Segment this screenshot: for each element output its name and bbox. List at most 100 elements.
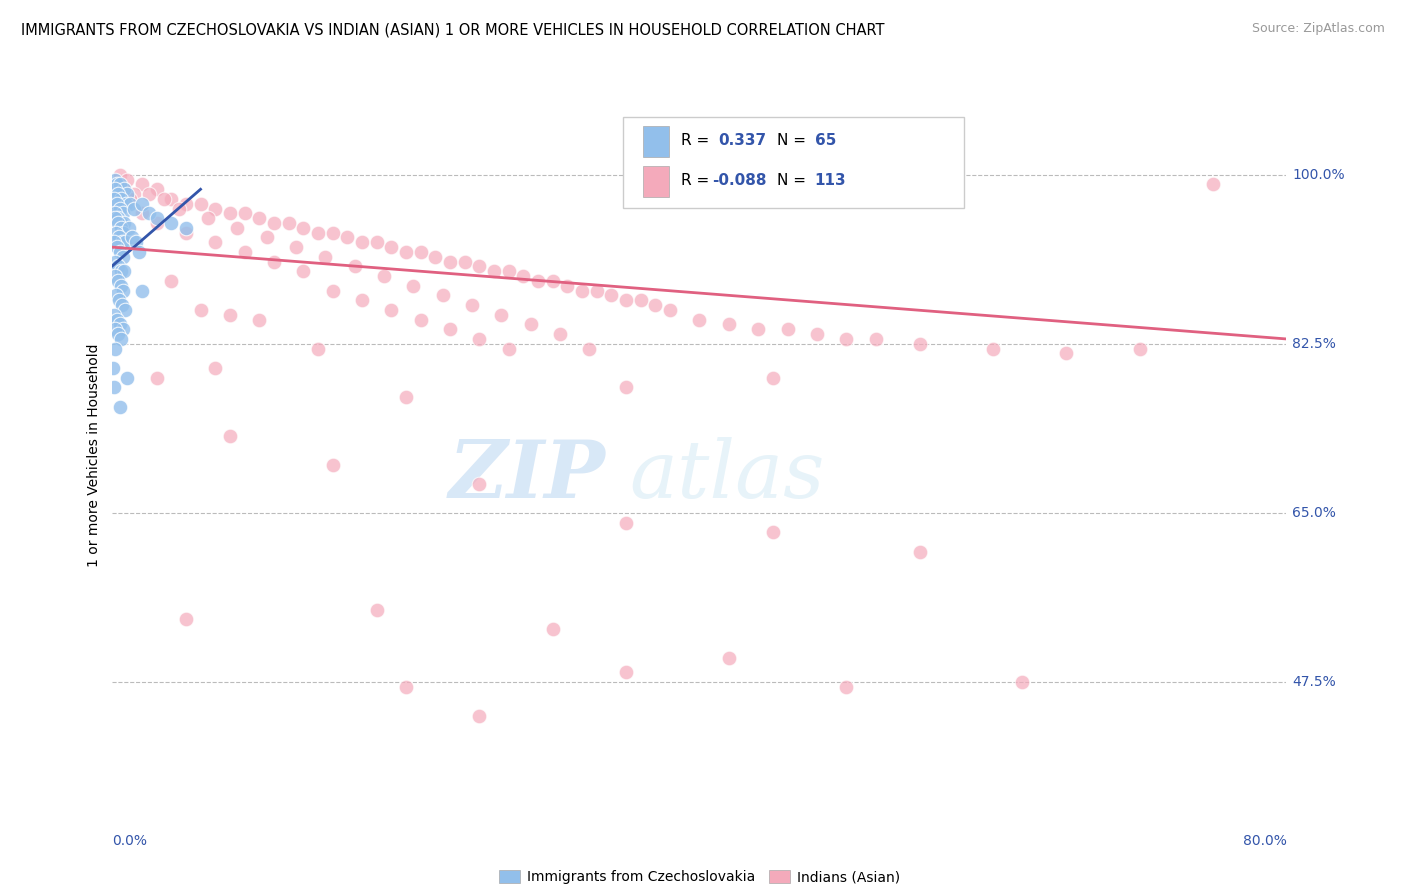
- Point: [108, 293, 131, 308]
- Point: [717, 318, 740, 332]
- Point: [314, 250, 336, 264]
- Point: [131, 196, 153, 211]
- Point: [131, 206, 153, 220]
- Text: 47.5%: 47.5%: [1292, 675, 1336, 689]
- Point: [350, 293, 373, 308]
- Point: [121, 230, 143, 244]
- Point: [600, 288, 623, 302]
- Point: [468, 477, 491, 491]
- Point: [218, 428, 242, 442]
- Point: [110, 216, 132, 230]
- Point: [233, 245, 256, 260]
- Point: [105, 196, 128, 211]
- Point: [395, 680, 418, 694]
- Point: [762, 370, 785, 384]
- Point: [468, 260, 491, 274]
- Text: 82.5%: 82.5%: [1292, 337, 1336, 351]
- Point: [128, 245, 150, 260]
- Point: [439, 322, 461, 336]
- Point: [108, 318, 131, 332]
- Text: ZIP: ZIP: [449, 437, 606, 515]
- Point: [284, 240, 307, 254]
- Point: [104, 182, 127, 196]
- Point: [263, 254, 285, 268]
- Point: [112, 182, 135, 196]
- Text: atlas: atlas: [628, 437, 824, 515]
- Point: [981, 342, 1004, 356]
- Point: [108, 168, 131, 182]
- Point: [468, 332, 491, 346]
- Point: [747, 322, 769, 336]
- Point: [1054, 346, 1077, 360]
- Point: [527, 274, 550, 288]
- Point: [104, 342, 127, 356]
- Point: [835, 680, 858, 694]
- Point: [204, 361, 226, 376]
- Point: [110, 192, 132, 206]
- Text: N =: N =: [778, 173, 811, 188]
- Text: 100.0%: 100.0%: [1292, 168, 1346, 182]
- Point: [409, 312, 432, 326]
- Point: [835, 332, 858, 346]
- Point: [1202, 178, 1225, 192]
- Text: Source: ZipAtlas.com: Source: ZipAtlas.com: [1251, 22, 1385, 36]
- Point: [614, 516, 637, 530]
- Text: 0.0%: 0.0%: [112, 834, 148, 848]
- Point: [115, 187, 138, 202]
- Point: [395, 245, 418, 260]
- Point: [160, 274, 183, 288]
- Point: [717, 651, 740, 665]
- Point: [104, 254, 127, 268]
- Point: [343, 260, 366, 274]
- Point: [114, 303, 136, 318]
- Point: [115, 172, 138, 186]
- Point: [138, 187, 160, 202]
- Point: [585, 284, 607, 298]
- Point: [247, 312, 270, 326]
- Point: [110, 278, 132, 293]
- Point: [145, 216, 167, 230]
- Point: [114, 235, 136, 250]
- Point: [402, 278, 425, 293]
- Text: N =: N =: [778, 133, 811, 148]
- Point: [105, 240, 128, 254]
- Point: [110, 264, 132, 278]
- Point: [190, 303, 212, 318]
- Point: [322, 284, 344, 298]
- Text: R =: R =: [681, 133, 714, 148]
- Point: [409, 245, 432, 260]
- Text: 80.0%: 80.0%: [1243, 834, 1286, 848]
- Point: [114, 196, 136, 211]
- Point: [218, 308, 242, 322]
- Text: 65: 65: [814, 133, 837, 148]
- Text: IMMIGRANTS FROM CZECHOSLOVAKIA VS INDIAN (ASIAN) 1 OR MORE VEHICLES IN HOUSEHOLD: IMMIGRANTS FROM CZECHOSLOVAKIA VS INDIAN…: [21, 22, 884, 37]
- Point: [908, 336, 931, 351]
- Point: [112, 216, 135, 230]
- Point: [541, 622, 564, 636]
- Point: [103, 380, 125, 394]
- Point: [491, 308, 513, 322]
- Point: [366, 235, 388, 250]
- Point: [111, 206, 134, 220]
- Point: [104, 172, 127, 186]
- Point: [541, 274, 564, 288]
- Point: [174, 220, 197, 235]
- FancyBboxPatch shape: [623, 118, 963, 208]
- Point: [247, 211, 270, 226]
- Point: [366, 602, 388, 616]
- Point: [112, 226, 135, 240]
- Point: [103, 361, 125, 376]
- Point: [630, 293, 652, 308]
- Point: [806, 327, 828, 342]
- Point: [482, 264, 505, 278]
- Point: [167, 202, 190, 216]
- Point: [256, 230, 278, 244]
- Point: [117, 220, 139, 235]
- Point: [125, 235, 148, 250]
- Point: [108, 178, 131, 192]
- Point: [336, 230, 359, 244]
- Point: [322, 458, 344, 472]
- Point: [111, 322, 134, 336]
- Point: [1011, 675, 1033, 690]
- Text: R =: R =: [681, 173, 714, 188]
